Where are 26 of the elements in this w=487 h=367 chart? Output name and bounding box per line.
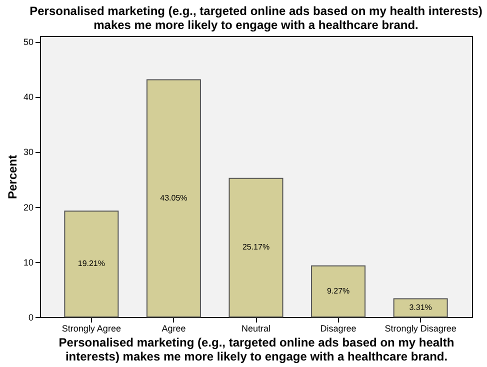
y-tick-label: 0 xyxy=(28,312,34,322)
data-label: 9.27% xyxy=(326,286,350,296)
y-tick-label: 40 xyxy=(23,92,34,102)
bar xyxy=(393,298,448,318)
data-label: 3.31% xyxy=(409,302,432,312)
y-tick-label: 50 xyxy=(23,37,34,48)
bar xyxy=(64,210,119,318)
y-axis-title: Percent xyxy=(5,154,20,200)
y-tick-label: 20 xyxy=(23,202,34,212)
y-tick-label: 30 xyxy=(23,147,34,158)
bar xyxy=(311,265,366,318)
text: Personalised marketing (e.g., targeted online ads based on my health interests) xyxy=(30,4,482,18)
x-tick-label: Neutral xyxy=(241,324,271,334)
bar xyxy=(146,79,201,318)
x-tick-label: Strongly Agree xyxy=(62,324,121,334)
data-label: 19.21% xyxy=(78,259,105,268)
text: Personalised marketing (e.g., targeted online ads based on my health xyxy=(58,336,454,350)
x-tick-label: Agree xyxy=(162,324,186,334)
x-tick-label: Disagree xyxy=(320,324,356,334)
x-tick-label: Strongly Disagree xyxy=(384,324,456,334)
data-label: 25.17% xyxy=(242,242,270,252)
text: interests) makes me more likely to engage with a healthcare brand. xyxy=(65,350,448,364)
text: makes me more likely to engage with a healthcare brand. xyxy=(94,18,418,32)
data-label: 43.05% xyxy=(160,193,188,202)
y-tick-label: 10 xyxy=(23,257,34,268)
bar xyxy=(228,178,284,318)
